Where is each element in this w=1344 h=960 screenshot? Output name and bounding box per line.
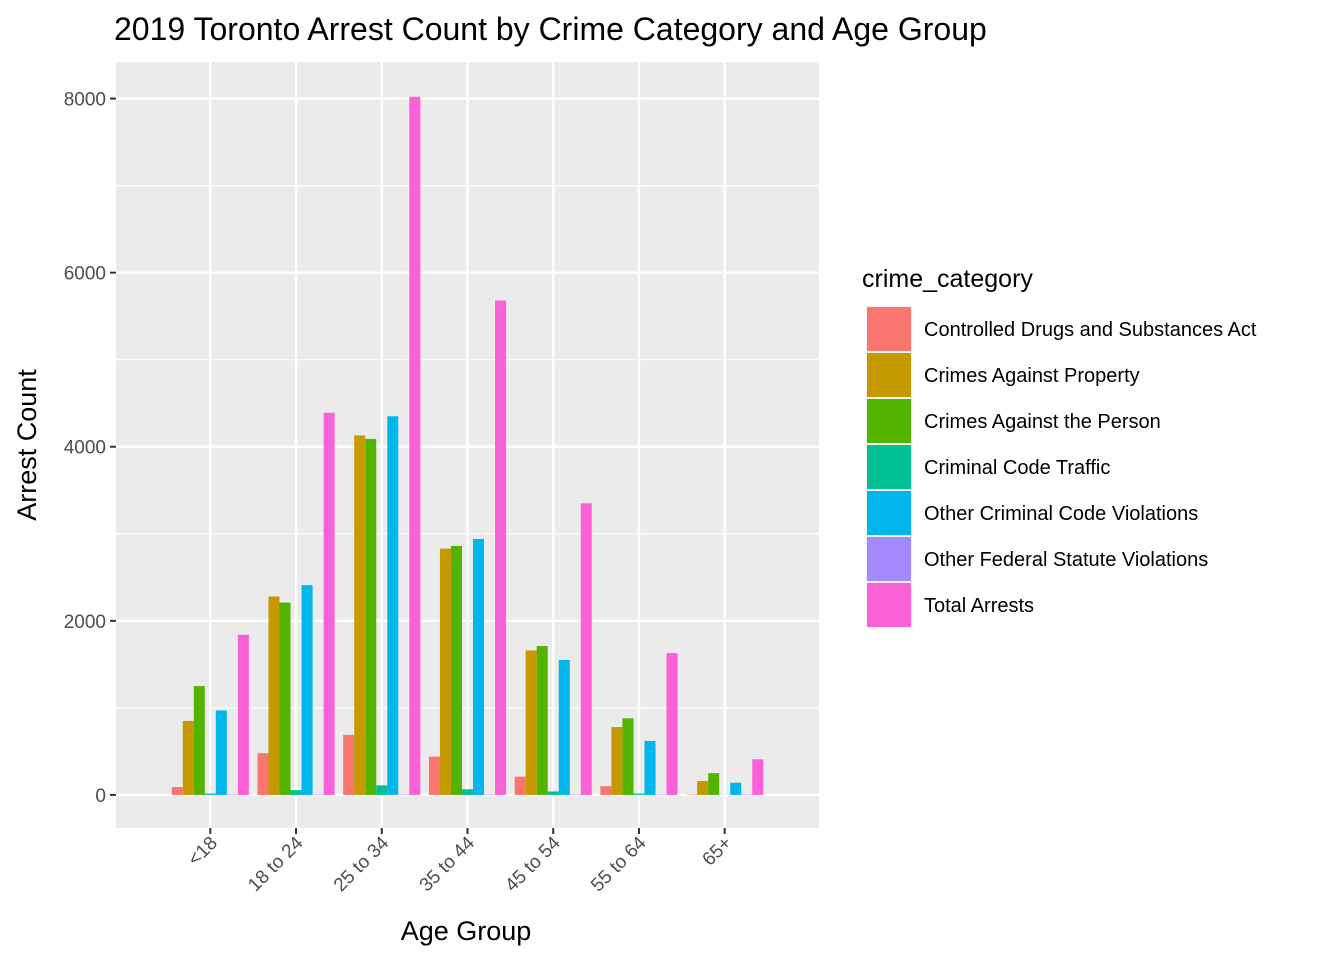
chart-title: 2019 Toronto Arrest Count by Crime Categ… — [114, 11, 987, 47]
y-tick-label: 6000 — [64, 264, 106, 285]
bar-crimes-against-the-person-18-to-24 — [279, 602, 291, 795]
bar-crimes-against-the-person-25-to-34 — [365, 438, 377, 795]
bar-crimes-against-the-person-45-to-54 — [536, 646, 548, 795]
bar-criminal-code-traffic-18-to-24 — [290, 790, 302, 795]
x-tick-label: 18 to 24 — [244, 832, 308, 896]
y-tick-label: 4000 — [64, 438, 106, 459]
bar-total-arrests-35-to-44 — [495, 300, 507, 795]
y-axis: 0 2000 4000 6000 8000 — [64, 90, 116, 807]
x-tick-label: 55 to 64 — [587, 832, 651, 896]
bar-controlled-drugs-and-substances-act-35-to-44 — [428, 756, 440, 795]
legend-swatch — [867, 445, 911, 489]
x-tick-label: 45 to 54 — [501, 832, 565, 896]
legend-swatch — [867, 491, 911, 535]
bar-controlled-drugs-and-substances-act-18-to-24 — [257, 753, 269, 795]
bar-criminal-code-traffic-35-to-44 — [461, 789, 474, 795]
bar-crimes-against-property--18 — [182, 720, 194, 795]
legend-label: Other Criminal Code Violations — [924, 503, 1198, 525]
bar-total-arrests-55-to-64 — [666, 653, 678, 795]
y-axis-title: Arrest Count — [12, 369, 42, 521]
bar-other-criminal-code-violations-45-to-54 — [558, 660, 570, 795]
legend-items: Controlled Drugs and Substances Act Crime… — [866, 306, 1257, 628]
bar-total-arrests--18 — [237, 634, 249, 795]
bar-criminal-code-traffic-55-to-64 — [633, 793, 645, 795]
bar-controlled-drugs-and-substances-act-55-to-64 — [600, 786, 612, 795]
bars — [171, 96, 764, 795]
legend-swatch — [867, 307, 911, 351]
legend-label: Criminal Code Traffic — [924, 457, 1110, 479]
legend-label: Crimes Against the Person — [924, 411, 1161, 433]
legend-label: Total Arrests — [924, 595, 1034, 617]
bar-other-criminal-code-violations-18-to-24 — [301, 585, 313, 795]
bar-crimes-against-property-35-to-44 — [439, 548, 451, 795]
bar-criminal-code-traffic--18 — [204, 793, 216, 795]
bar-controlled-drugs-and-substances-act--18 — [171, 787, 183, 795]
bar-crimes-against-property-55-to-64 — [611, 727, 623, 795]
legend-title: crime_category — [862, 265, 1033, 293]
bar-total-arrests-45-to-54 — [580, 503, 592, 795]
bar-other-criminal-code-violations-65- — [730, 782, 742, 795]
bar-total-arrests-18-to-24 — [323, 412, 335, 795]
x-tick-label: <18 — [184, 833, 222, 871]
y-tick-label: 0 — [95, 786, 106, 807]
legend-label: Crimes Against Property — [924, 365, 1140, 387]
bar-other-criminal-code-violations-25-to-34 — [387, 416, 399, 795]
bar-controlled-drugs-and-substances-act-45-to-54 — [514, 776, 526, 795]
bar-other-criminal-code-violations--18 — [215, 710, 227, 795]
legend-label: Controlled Drugs and Substances Act — [924, 319, 1257, 341]
bar-crimes-against-the-person-35-to-44 — [450, 545, 462, 795]
legend-swatch — [867, 353, 911, 397]
y-tick-label: 2000 — [64, 612, 106, 633]
legend-label: Other Federal Statute Violations — [924, 549, 1208, 571]
x-tick-label: 25 to 34 — [330, 832, 394, 896]
bar-crimes-against-the-person-65- — [708, 773, 720, 795]
bar-total-arrests-65- — [752, 759, 764, 795]
x-tick-label: 35 to 44 — [416, 832, 480, 896]
bar-controlled-drugs-and-substances-act-25-to-34 — [343, 734, 355, 795]
x-axis-title: Age Group — [401, 916, 532, 946]
bar-other-criminal-code-violations-55-to-64 — [644, 740, 656, 795]
bar-crimes-against-property-65- — [697, 780, 709, 795]
bar-other-criminal-code-violations-35-to-44 — [473, 539, 485, 795]
bar-criminal-code-traffic-45-to-54 — [547, 791, 559, 795]
bar-crimes-against-property-25-to-34 — [354, 435, 366, 795]
legend-swatch — [867, 399, 911, 443]
bar-crimes-against-the-person--18 — [193, 686, 205, 795]
bar-crimes-against-property-45-to-54 — [525, 650, 537, 795]
x-axis: <18 18 to 24 25 to 34 35 to 44 45 to 54 55 to… — [184, 828, 736, 896]
legend-swatch — [867, 537, 911, 581]
bar-crimes-against-property-18-to-24 — [268, 596, 280, 795]
major-gridlines — [116, 62, 819, 828]
legend: crime_category Controlled Drugs and Subs… — [862, 265, 1257, 628]
bar-total-arrests-25-to-34 — [409, 96, 421, 795]
bar-crimes-against-the-person-55-to-64 — [622, 718, 634, 795]
bar-criminal-code-traffic-25-to-34 — [376, 785, 388, 795]
y-tick-label: 8000 — [64, 90, 106, 111]
x-tick-label: 65+ — [699, 833, 737, 871]
legend-swatch — [867, 583, 911, 627]
